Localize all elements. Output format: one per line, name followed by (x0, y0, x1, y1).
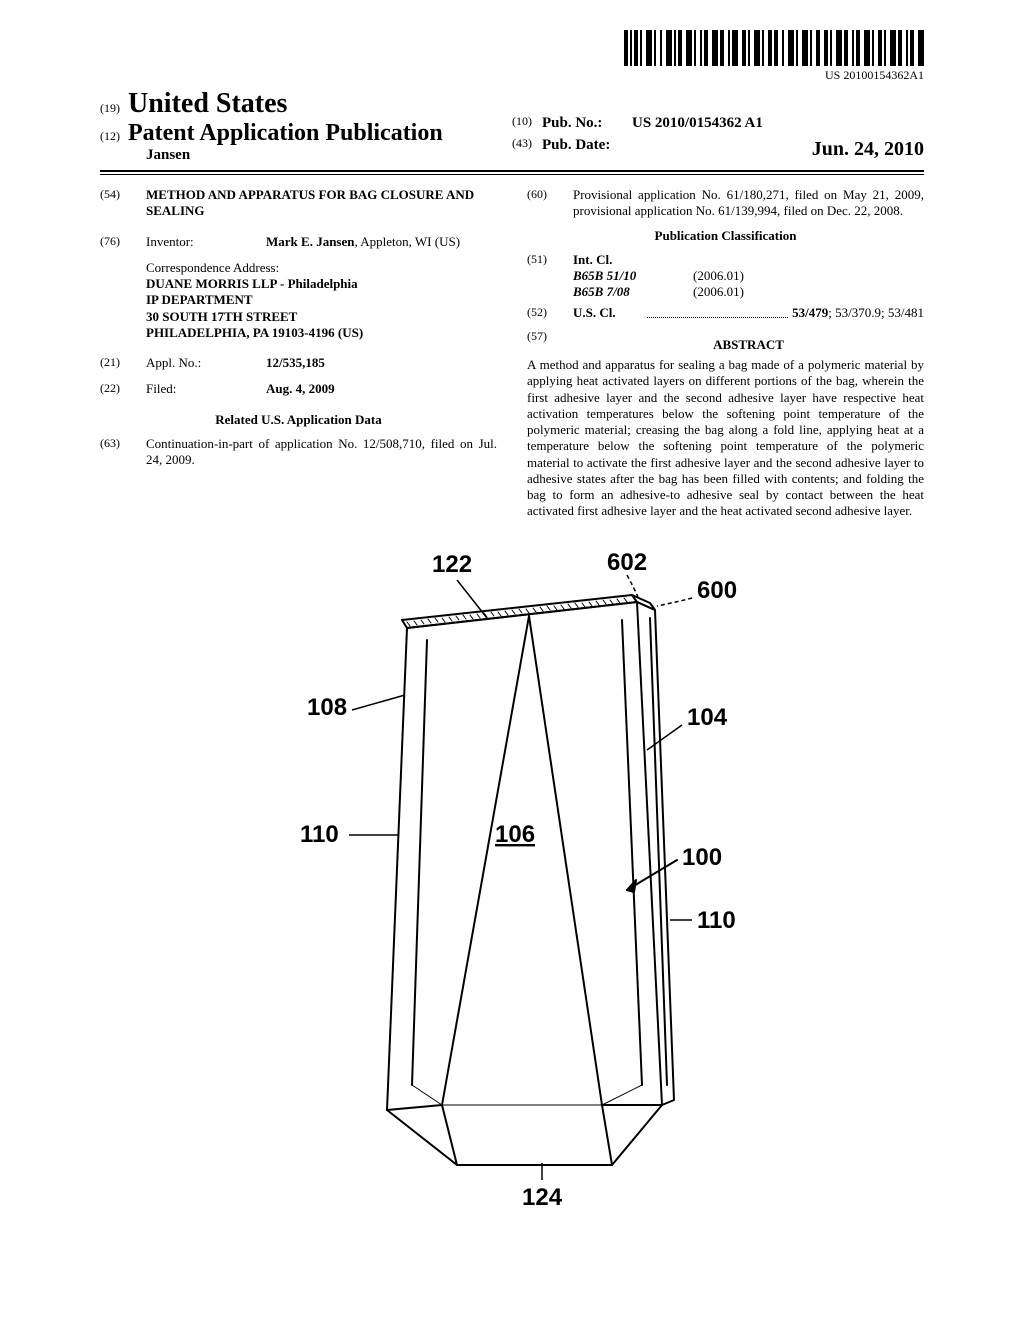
pubno-num: (10) (512, 112, 542, 135)
intcl-num: (51) (527, 252, 573, 301)
filed-num: (22) (100, 381, 146, 397)
correspondence-line4: PHILADELPHIA, PA 19103-4196 (US) (146, 325, 497, 341)
fig-label-110a: 110 (300, 821, 339, 848)
cip-num: (63) (100, 436, 146, 469)
abstract-num: (57) (527, 329, 573, 357)
filed-value: Aug. 4, 2009 (266, 381, 497, 397)
uscl-label: U.S. Cl. (573, 305, 643, 321)
fig-label-124: 124 (522, 1184, 563, 1211)
fig-label-600: 600 (697, 577, 737, 604)
pub-type-num: (12) (100, 129, 120, 143)
header-rule (100, 174, 924, 175)
barcode: US 20100154362A1 (624, 30, 924, 83)
title-num: (54) (100, 187, 146, 220)
intcl-code-1: B65B 7/08 (573, 284, 693, 300)
fig-label-122: 122 (432, 551, 472, 578)
barcode-block: US 20100154362A1 (100, 30, 924, 84)
intcl-code-0: B65B 51/10 (573, 268, 693, 284)
uscl-dots (647, 305, 788, 318)
appl-value: 12/535,185 (266, 355, 497, 371)
appl-label: Appl. No.: (146, 355, 266, 371)
inventor-loc: , Appleton, WI (US) (354, 234, 460, 249)
author-surname: Jansen (146, 147, 512, 164)
right-column: (60) Provisional application No. 61/180,… (527, 187, 924, 520)
left-column: (54) METHOD AND APPARATUS FOR BAG CLOSUR… (100, 187, 497, 520)
correspondence-line2: IP DEPARTMENT (146, 292, 497, 308)
pubno-label: Pub. No.: (542, 112, 632, 135)
appl-num-code: (21) (100, 355, 146, 371)
pubdate-num: (43) (512, 134, 542, 164)
fig-label-106: 106 (495, 821, 535, 848)
inventor-num: (76) (100, 234, 146, 250)
prov-text: Provisional application No. 61/180,271, … (573, 187, 924, 220)
pubclass-heading: Publication Classification (527, 228, 924, 244)
correspondence-line3: 30 SOUTH 17TH STREET (146, 309, 497, 325)
cip-text: Continuation-in-part of application No. … (146, 436, 497, 469)
pub-type: Patent Application Publication (128, 120, 443, 146)
related-heading: Related U.S. Application Data (100, 412, 497, 428)
correspondence-line1: DUANE MORRIS LLP - Philadelphia (146, 276, 497, 292)
uscl-primary: 53/479 (792, 305, 828, 320)
abstract-text: A method and apparatus for sealing a bag… (527, 357, 924, 520)
barcode-text: US 20100154362A1 (624, 68, 924, 83)
filed-label: Filed: (146, 381, 266, 397)
inventor-label: Inventor: (146, 234, 266, 250)
fig-label-100: 100 (682, 844, 722, 871)
fig-label-110b: 110 (697, 907, 736, 934)
pubdate-value: Jun. 24, 2010 (632, 134, 924, 164)
country-num: (19) (100, 101, 120, 115)
country: United States (128, 88, 287, 119)
intcl-year-0: (2006.01) (693, 268, 924, 284)
invention-title: METHOD AND APPARATUS FOR BAG CLOSURE AND… (146, 187, 497, 220)
pubdate-label: Pub. Date: (542, 134, 632, 164)
fig-label-602: 602 (607, 549, 647, 576)
abstract-heading: ABSTRACT (573, 337, 924, 353)
uscl-num: (52) (527, 305, 573, 321)
intcl-label: Int. Cl. (573, 252, 924, 268)
pubno-value: US 2010/0154362 A1 (632, 112, 924, 135)
intcl-year-1: (2006.01) (693, 284, 924, 300)
prov-num: (60) (527, 187, 573, 220)
fig-label-104: 104 (687, 704, 728, 731)
uscl-rest: ; 53/370.9; 53/481 (828, 305, 924, 320)
correspondence-label: Correspondence Address: (146, 260, 497, 276)
patent-figure: 122 602 600 108 104 110 106 100 110 124 (100, 540, 924, 1225)
biblio-columns: (54) METHOD AND APPARATUS FOR BAG CLOSUR… (100, 187, 924, 520)
header-row: (19) United States (12) Patent Applicati… (100, 88, 924, 172)
inventor-name: Mark E. Jansen (266, 234, 354, 249)
fig-label-108: 108 (307, 694, 347, 721)
